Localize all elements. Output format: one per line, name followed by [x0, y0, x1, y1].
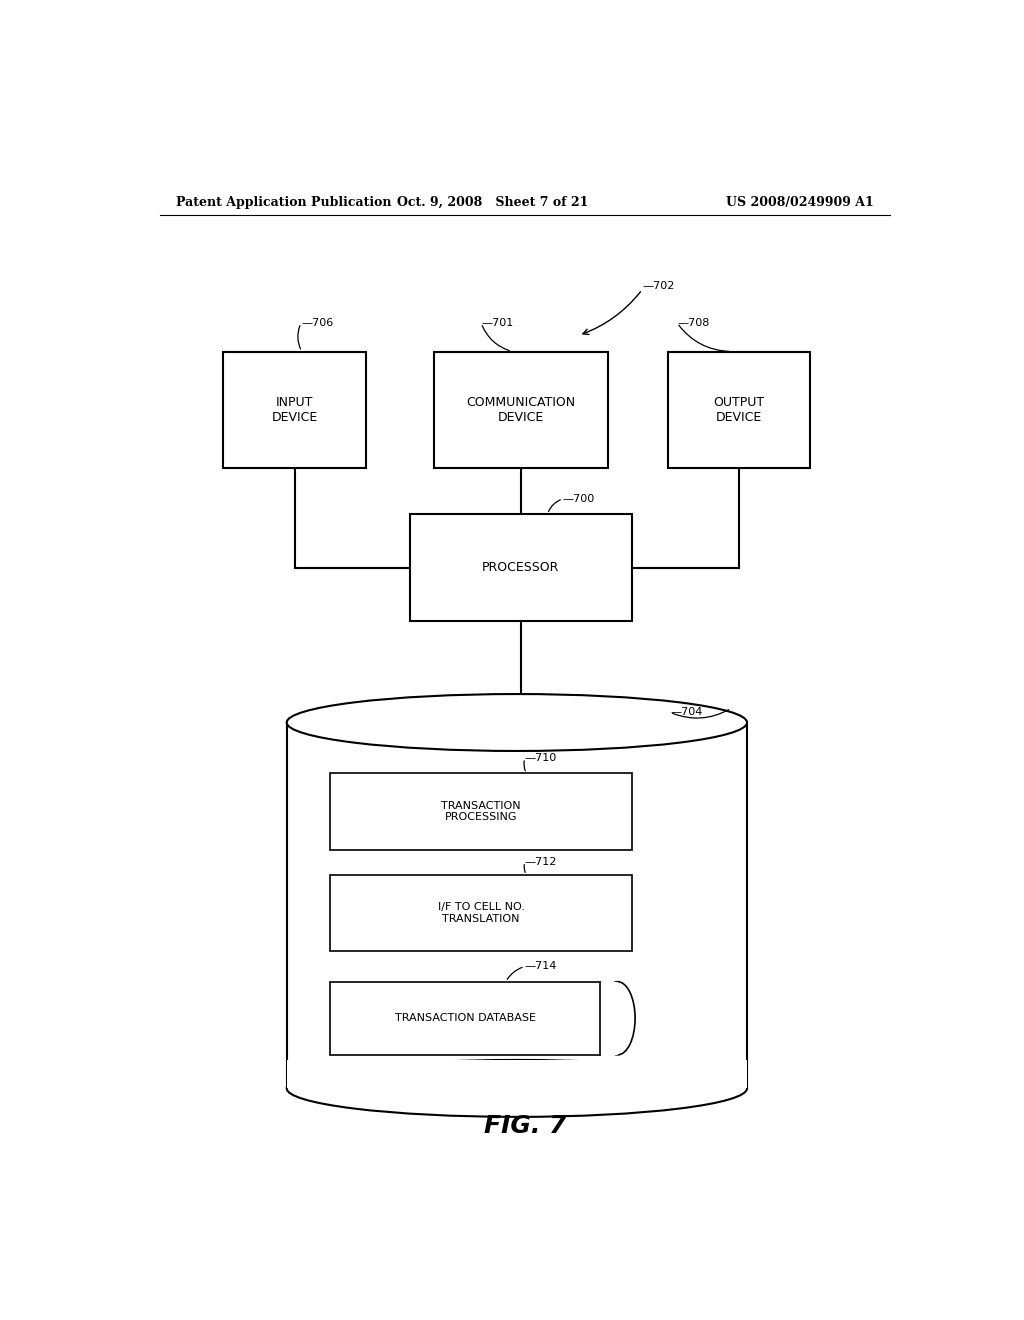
Bar [331, 774, 632, 850]
Bar [287, 1060, 748, 1089]
Text: TRANSACTION DATABASE: TRANSACTION DATABASE [395, 1014, 536, 1023]
Ellipse shape [600, 982, 635, 1055]
Text: Oct. 9, 2008   Sheet 7 of 21: Oct. 9, 2008 Sheet 7 of 21 [397, 195, 589, 209]
Text: —704: —704 [670, 708, 702, 717]
Bar [331, 982, 600, 1055]
Text: Patent Application Publication: Patent Application Publication [176, 195, 391, 209]
Bar [410, 515, 632, 620]
Text: PROCESSOR: PROCESSOR [482, 561, 559, 574]
Bar [599, 982, 618, 1055]
Text: —706: —706 [301, 318, 333, 329]
Ellipse shape [287, 694, 748, 751]
Bar [668, 351, 811, 469]
Bar [433, 351, 608, 469]
Text: US 2008/0249909 A1: US 2008/0249909 A1 [726, 195, 873, 209]
Text: TRANSACTION
PROCESSING: TRANSACTION PROCESSING [441, 801, 521, 822]
Bar [223, 351, 367, 469]
Text: —702: —702 [642, 281, 675, 292]
Text: —700: —700 [563, 494, 595, 504]
Text: I/F TO CELL NO.
TRANSLATION: I/F TO CELL NO. TRANSLATION [437, 903, 524, 924]
Text: —701: —701 [481, 318, 513, 329]
Text: —714: —714 [524, 961, 557, 972]
Ellipse shape [287, 1060, 748, 1117]
Text: COMMUNICATION
DEVICE: COMMUNICATION DEVICE [466, 396, 575, 424]
Text: FIG. 7: FIG. 7 [483, 1114, 566, 1138]
Text: —708: —708 [677, 318, 710, 329]
Bar [331, 875, 632, 952]
Text: OUTPUT
DEVICE: OUTPUT DEVICE [714, 396, 765, 424]
Text: INPUT
DEVICE: INPUT DEVICE [271, 396, 317, 424]
Text: —710: —710 [524, 754, 557, 763]
Text: —712: —712 [524, 857, 557, 867]
